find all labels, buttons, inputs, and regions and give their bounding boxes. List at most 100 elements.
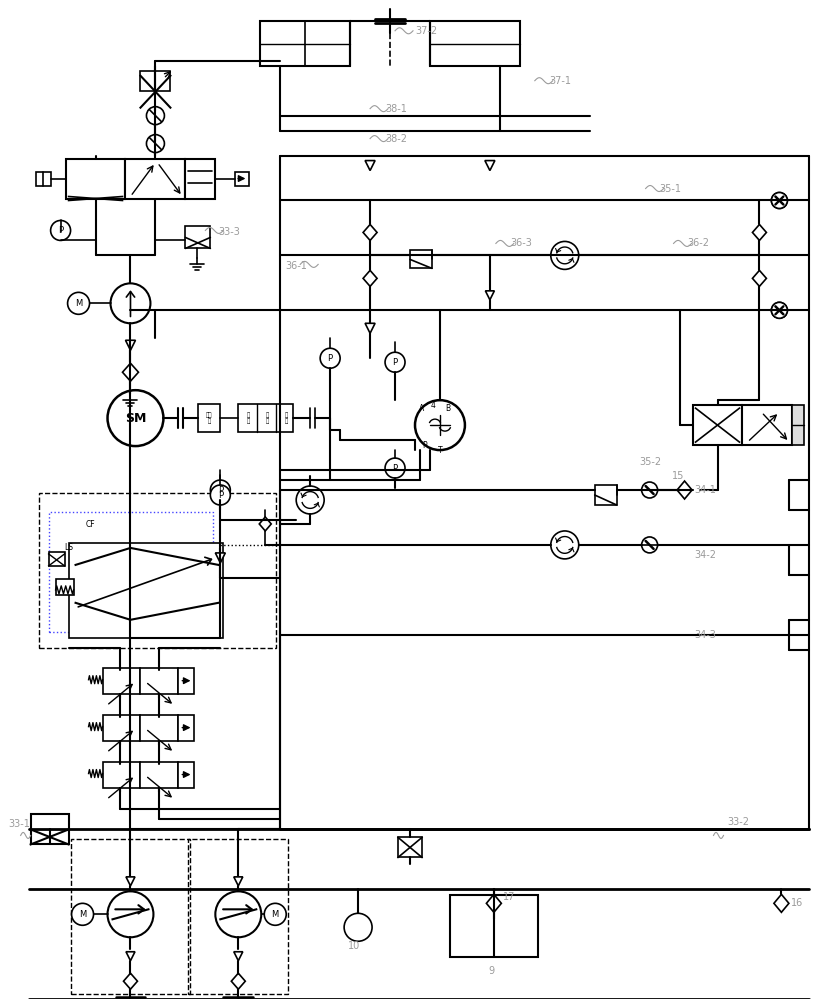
- Polygon shape: [126, 952, 135, 961]
- Text: B: B: [446, 404, 451, 413]
- Bar: [103, 762, 140, 788]
- Bar: [186, 226, 211, 248]
- Circle shape: [68, 292, 89, 314]
- Polygon shape: [125, 340, 135, 350]
- Text: 4: 4: [431, 401, 436, 410]
- Bar: [410, 250, 432, 268]
- Polygon shape: [259, 517, 271, 531]
- Bar: [398, 837, 422, 857]
- Text: CF: CF: [86, 520, 95, 529]
- Circle shape: [108, 891, 154, 937]
- Text: 33-3: 33-3: [218, 227, 240, 237]
- Circle shape: [385, 458, 405, 478]
- Text: 38-2: 38-2: [385, 134, 407, 144]
- Text: P: P: [217, 491, 223, 500]
- Circle shape: [216, 891, 262, 937]
- Circle shape: [211, 485, 230, 505]
- Circle shape: [772, 193, 788, 208]
- Bar: [430, 21, 520, 66]
- Text: P: P: [328, 354, 333, 363]
- Bar: [186, 159, 216, 199]
- Polygon shape: [365, 323, 375, 333]
- Polygon shape: [124, 973, 137, 989]
- Polygon shape: [363, 224, 377, 240]
- Bar: [178, 668, 195, 694]
- Text: 34-3: 34-3: [695, 630, 716, 640]
- Circle shape: [146, 135, 165, 153]
- Polygon shape: [216, 553, 226, 563]
- Circle shape: [641, 537, 658, 553]
- Circle shape: [551, 241, 579, 269]
- Text: 9: 9: [488, 966, 494, 976]
- Circle shape: [772, 193, 788, 208]
- Text: 扭
矩: 扭 矩: [266, 412, 269, 424]
- Text: 33-2: 33-2: [727, 817, 750, 827]
- Bar: [103, 715, 140, 741]
- Bar: [69, 543, 223, 638]
- Bar: [450, 895, 538, 957]
- Polygon shape: [677, 481, 692, 499]
- Circle shape: [641, 482, 658, 498]
- Bar: [125, 159, 186, 199]
- Text: 限扭
器: 限扭 器: [206, 412, 212, 424]
- Bar: [48, 512, 213, 632]
- Text: 37-2: 37-2: [415, 26, 437, 36]
- Circle shape: [108, 390, 163, 446]
- Circle shape: [320, 348, 340, 368]
- Text: 36-2: 36-2: [687, 238, 710, 248]
- Circle shape: [296, 486, 324, 514]
- Bar: [140, 668, 178, 694]
- Text: P: P: [392, 464, 398, 473]
- Polygon shape: [485, 161, 495, 171]
- Bar: [188, 839, 288, 994]
- Circle shape: [772, 302, 788, 318]
- Polygon shape: [365, 161, 375, 171]
- Polygon shape: [752, 270, 767, 286]
- Bar: [70, 839, 191, 994]
- Text: 38-1: 38-1: [385, 104, 407, 114]
- Bar: [235, 172, 249, 186]
- Bar: [140, 715, 178, 741]
- Bar: [140, 762, 178, 788]
- Text: 33-1: 33-1: [8, 819, 31, 829]
- Bar: [692, 405, 742, 445]
- Text: 35-2: 35-2: [640, 457, 662, 467]
- Polygon shape: [752, 224, 767, 240]
- Circle shape: [264, 903, 286, 925]
- Bar: [594, 485, 617, 505]
- Text: P: P: [392, 358, 398, 367]
- Bar: [36, 172, 51, 186]
- Bar: [140, 71, 171, 91]
- Circle shape: [51, 220, 70, 240]
- Bar: [31, 814, 69, 844]
- Polygon shape: [234, 952, 242, 961]
- Polygon shape: [363, 270, 377, 286]
- Text: T: T: [438, 446, 442, 455]
- Polygon shape: [232, 973, 245, 989]
- Bar: [793, 405, 804, 445]
- Bar: [178, 762, 195, 788]
- Text: 转
速: 转 速: [247, 412, 250, 424]
- Bar: [48, 552, 64, 566]
- Circle shape: [551, 531, 579, 559]
- Text: 15: 15: [671, 471, 684, 481]
- Text: 37-1: 37-1: [550, 76, 572, 86]
- Bar: [103, 668, 140, 694]
- Circle shape: [72, 903, 94, 925]
- Circle shape: [110, 283, 150, 323]
- Text: M: M: [79, 910, 86, 919]
- Bar: [260, 21, 350, 66]
- Text: A: A: [420, 404, 425, 413]
- Text: 角
度: 角 度: [284, 412, 288, 424]
- Bar: [65, 159, 125, 199]
- Bar: [178, 715, 195, 741]
- Bar: [38, 493, 276, 648]
- Circle shape: [415, 400, 465, 450]
- Text: 16: 16: [792, 898, 803, 908]
- Polygon shape: [123, 363, 139, 381]
- Text: SM: SM: [125, 412, 146, 425]
- Text: P: P: [217, 486, 223, 495]
- Polygon shape: [126, 877, 135, 886]
- Text: 35-1: 35-1: [660, 184, 681, 194]
- Text: M: M: [272, 910, 279, 919]
